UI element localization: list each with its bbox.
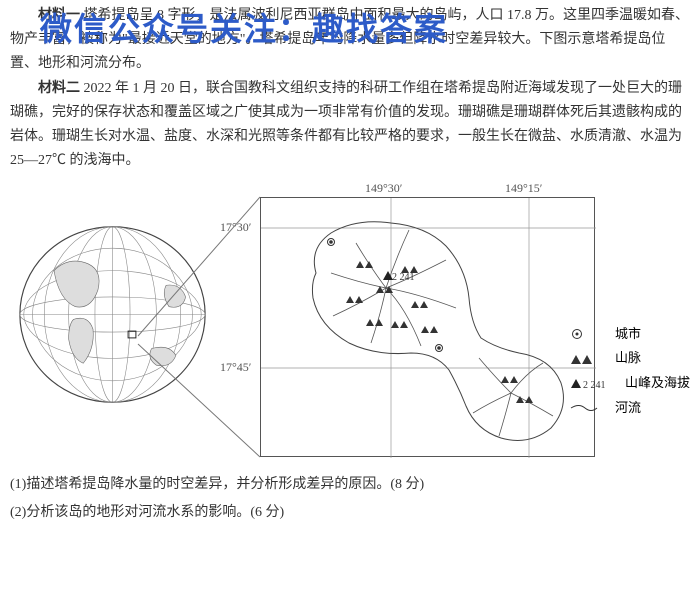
detail-map: 2 241 [260, 197, 595, 457]
legend-mountain-label: 山脉 [615, 346, 641, 371]
lat-label-1: 17°30′ [220, 220, 251, 235]
legend-peak-label: 山峰及海拔 [625, 371, 690, 396]
peak-value-map: 2 241 [392, 272, 415, 283]
map-legend: 城市 山脉 2 241 山峰及海拔 河流 [569, 322, 690, 421]
question-2: (2)分析该岛的地形对河流水系的影响。(6 分) [10, 499, 690, 527]
lon-label-1: 149°30′ [365, 181, 402, 196]
globe-inset [15, 217, 210, 412]
material1-para: 材料一 塔希提岛呈 8 字形，是法属波利尼西亚群岛中面积最大的岛屿，人口 17.… [10, 4, 690, 75]
text-content: 材料一 塔希提岛呈 8 字形，是法属波利尼西亚群岛中面积最大的岛屿，人口 17.… [0, 0, 700, 179]
figure-area: 149°30′ 149°15′ 17°30′ 17°45′ [10, 187, 690, 467]
legend-peak: 2 241 山峰及海拔 [569, 371, 690, 396]
material1-label: 材料一 [38, 8, 80, 23]
legend-city: 城市 [569, 322, 690, 347]
lat-label-2: 17°45′ [220, 360, 251, 375]
river-icon [569, 401, 609, 415]
peak-icon: 2 241 [569, 376, 619, 390]
material2-para: 材料二 2022 年 1 月 20 日，联合国教科文组织支持的科研工作组在塔希提… [10, 77, 690, 172]
question-1: (1)描述塔希提岛降水量的时空差异，并分析形成差异的原因。(8 分) [10, 471, 690, 499]
questions: (1)描述塔希提岛降水量的时空差异，并分析形成差异的原因。(8 分) (2)分析… [0, 471, 700, 527]
city-icon [569, 327, 609, 341]
mountain-icon [569, 352, 609, 366]
material1-text: 塔希提岛呈 8 字形，是法属波利尼西亚群岛中面积最大的岛屿，人口 17.8 万。… [10, 8, 689, 71]
legend-city-label: 城市 [615, 322, 641, 347]
material2-text: 2022 年 1 月 20 日，联合国教科文组织支持的科研工作组在塔希提岛附近海… [10, 81, 682, 167]
lon-label-2: 149°15′ [505, 181, 542, 196]
legend-mountain: 山脉 [569, 346, 690, 371]
material2-label: 材料二 [38, 81, 80, 96]
legend-river: 河流 [569, 396, 690, 421]
svg-text:2 241: 2 241 [583, 380, 606, 390]
legend-river-label: 河流 [615, 396, 641, 421]
